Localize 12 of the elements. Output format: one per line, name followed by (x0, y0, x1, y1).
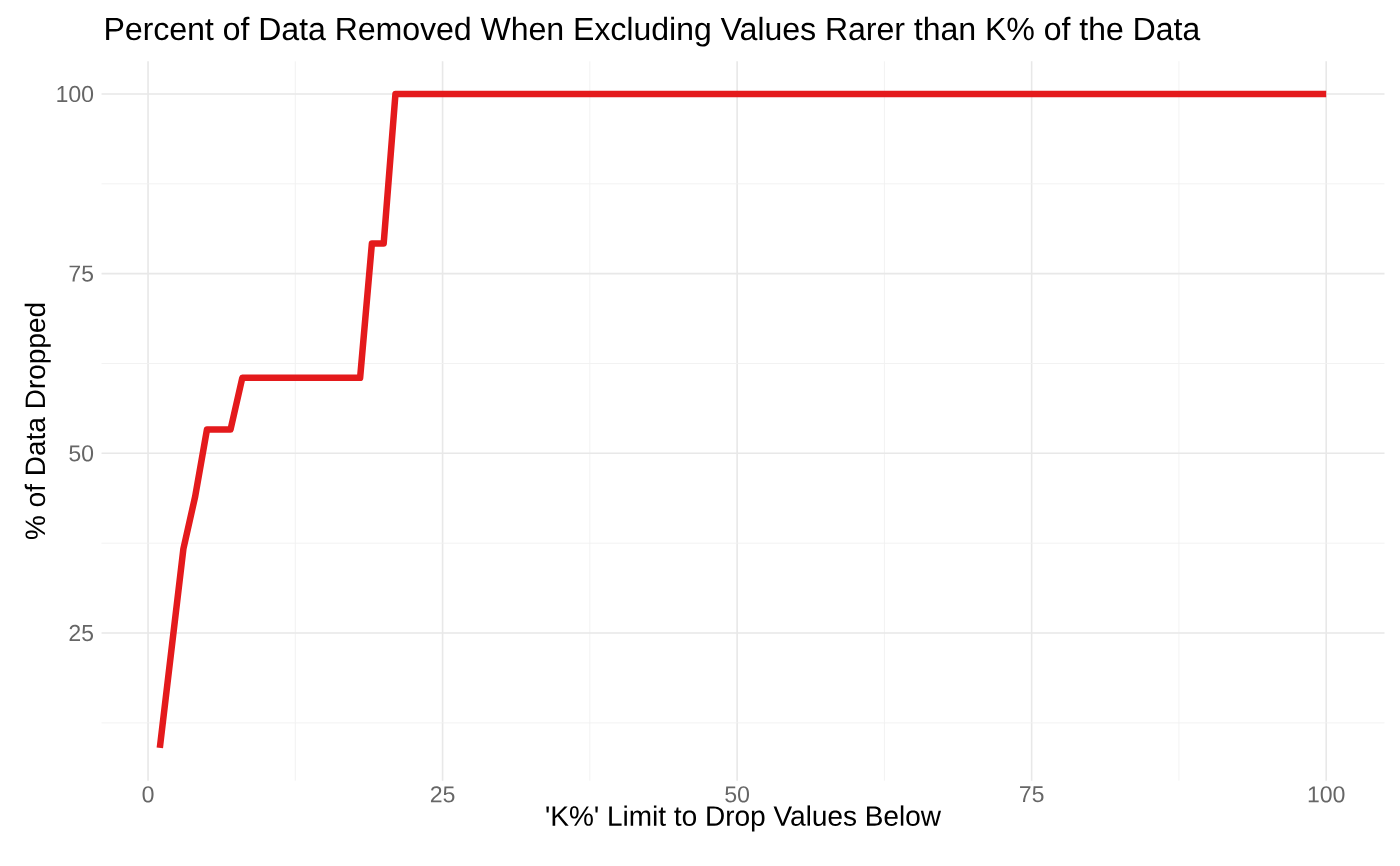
chart-title: Percent of Data Removed When Excluding Values Rarer than K% of the Data (106, 16, 1201, 47)
y-tick-label: 100 (57, 85, 94, 103)
x-tick-label: 0 (142, 786, 154, 803)
y-tick-label: 75 (69, 265, 93, 282)
x-tick-label: 75 (1020, 786, 1044, 803)
x-tick-label: 25 (430, 786, 455, 803)
x-axis-title: 'K%' Limit to Drop Values Below (546, 805, 942, 832)
y-axis-title: % of Data Dropped (24, 303, 51, 540)
y-tick-label: 25 (69, 624, 93, 642)
x-tick-label: 100 (1308, 786, 1345, 803)
x-tick-label: 50 (725, 786, 750, 803)
y-tick-label: 50 (69, 445, 94, 462)
